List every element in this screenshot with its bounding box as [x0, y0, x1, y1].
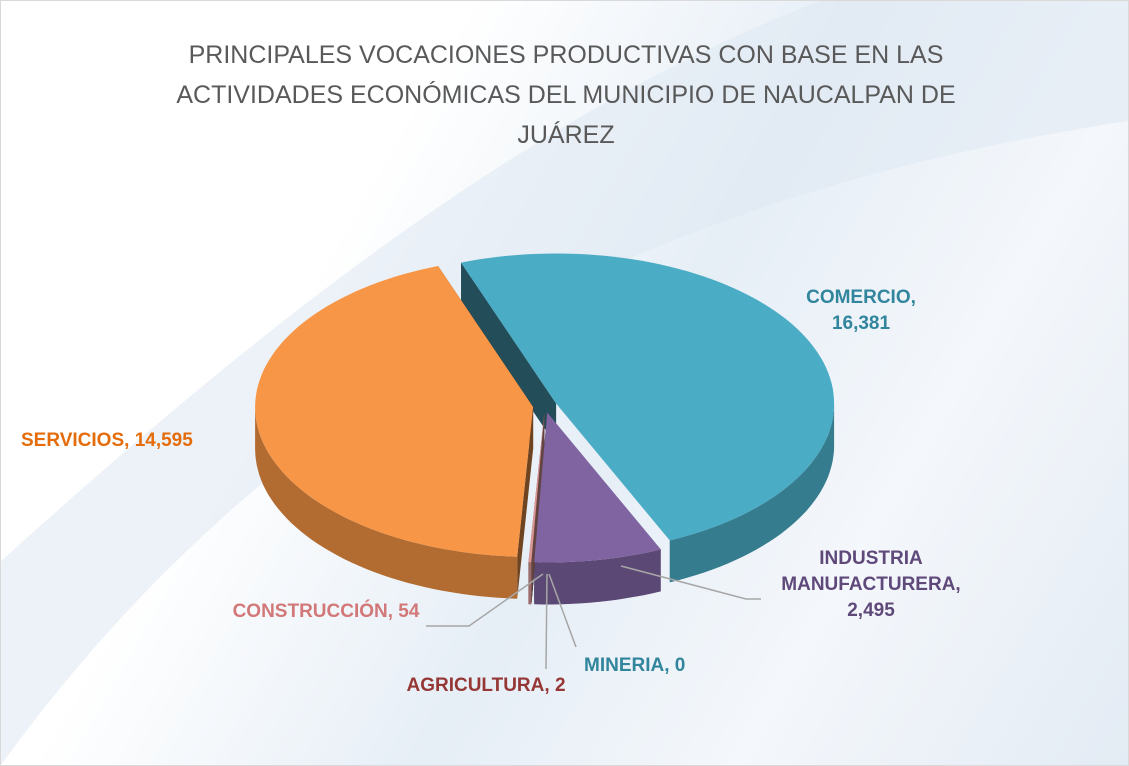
label-separator: , [544, 675, 555, 696]
category-name: COMERCIO [806, 287, 911, 308]
value-label: 0 [674, 655, 686, 676]
slice-side [255, 407, 518, 599]
slice-cut-face [517, 406, 534, 599]
value-label: 2 [554, 675, 566, 696]
slice-cut-face [461, 262, 557, 446]
leader-line [545, 573, 548, 670]
category-name: MINERIA [584, 655, 665, 676]
value-label: 14,595 [134, 430, 193, 451]
label-separator: , [955, 574, 966, 595]
value-label: 2,495 [847, 600, 895, 621]
data-label: MINERIA, 0 [584, 653, 744, 679]
data-label: AGRICULTURA, 2 [371, 673, 601, 699]
slice [534, 412, 661, 563]
chart-title: PRINCIPALES VOCACIONES PRODUCTIVAS CON B… [176, 41, 956, 149]
category-name: AGRICULTURA [406, 675, 545, 696]
slice-side [669, 403, 835, 583]
slice [531, 412, 545, 563]
slice-side [534, 549, 661, 605]
slice [461, 253, 835, 541]
label-separator: , [124, 430, 135, 451]
label-separator: , [910, 287, 922, 308]
data-label: COMERCIO, 16,381 [796, 285, 926, 337]
value-label: 16,381 [831, 313, 891, 334]
data-label: SERVICIOS, 14,595 [21, 428, 261, 454]
value-label: 54 [398, 601, 420, 622]
leader-line [426, 573, 544, 627]
slice [255, 266, 534, 557]
slice-cut-face [528, 412, 545, 605]
data-label: CONSTRUCCIÓN, 54 [221, 599, 431, 625]
category-name: INDUSTRIA MANUFACTURERA [781, 548, 956, 595]
category-name: SERVICIOS [21, 430, 125, 451]
leader-line [548, 573, 577, 648]
data-label: INDUSTRIA MANUFACTURERA, 2,495 [761, 546, 981, 624]
slice [528, 412, 545, 563]
category-name: CONSTRUCCIÓN [232, 601, 388, 622]
label-separator: , [387, 601, 399, 622]
leader-line [620, 565, 761, 600]
label-separator: , [664, 655, 675, 676]
